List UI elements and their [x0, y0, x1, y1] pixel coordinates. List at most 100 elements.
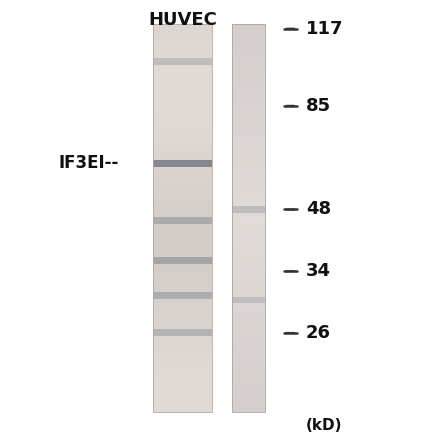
Bar — [153, 50, 212, 56]
Text: 34: 34 — [306, 262, 331, 280]
Bar — [153, 58, 212, 65]
Bar — [232, 206, 265, 212]
Bar — [153, 309, 212, 315]
Bar — [153, 270, 212, 277]
Bar — [232, 231, 265, 238]
Bar — [153, 121, 212, 128]
Bar — [232, 297, 265, 303]
Bar — [153, 147, 212, 153]
Bar — [232, 160, 265, 167]
Bar — [153, 348, 212, 354]
Bar — [153, 173, 212, 179]
Bar — [153, 380, 212, 386]
Bar — [153, 218, 212, 225]
Bar — [153, 141, 212, 147]
Bar — [153, 257, 212, 264]
Bar — [232, 328, 265, 335]
Bar — [232, 341, 265, 348]
Bar — [153, 217, 212, 224]
Bar — [153, 315, 212, 322]
Bar — [232, 82, 265, 89]
Bar — [232, 141, 265, 147]
Bar — [232, 128, 265, 134]
Bar — [153, 238, 212, 244]
Text: HUVEC: HUVEC — [148, 11, 217, 29]
Bar — [232, 44, 265, 50]
Bar — [232, 303, 265, 309]
Bar — [232, 348, 265, 354]
Text: 26: 26 — [306, 324, 331, 342]
Bar — [153, 108, 212, 115]
Bar — [232, 70, 265, 76]
Bar — [232, 102, 265, 108]
Bar — [232, 238, 265, 244]
Bar — [232, 31, 265, 37]
Bar — [232, 24, 265, 412]
Bar — [232, 283, 265, 289]
Bar — [232, 218, 265, 225]
Bar — [153, 24, 212, 31]
Bar — [232, 63, 265, 70]
Bar — [153, 289, 212, 296]
Bar — [232, 50, 265, 56]
Bar — [232, 167, 265, 173]
Text: IF3EI--: IF3EI-- — [59, 154, 119, 172]
Bar — [232, 89, 265, 95]
Bar — [153, 186, 212, 192]
Bar — [232, 244, 265, 250]
Bar — [232, 309, 265, 315]
Bar — [153, 199, 212, 206]
Bar — [232, 393, 265, 400]
Bar — [153, 95, 212, 102]
Bar — [232, 95, 265, 102]
Bar — [232, 212, 265, 218]
Bar — [153, 283, 212, 289]
Bar — [153, 231, 212, 238]
Bar — [232, 24, 265, 31]
Bar — [153, 244, 212, 250]
Bar — [153, 167, 212, 173]
Bar — [232, 192, 265, 199]
Bar — [232, 56, 265, 63]
Bar — [153, 153, 212, 160]
Bar — [232, 76, 265, 82]
Bar — [153, 44, 212, 50]
Bar — [232, 37, 265, 44]
Bar — [153, 225, 212, 231]
Bar — [153, 37, 212, 44]
Bar — [232, 315, 265, 322]
Bar — [232, 108, 265, 115]
Bar — [153, 89, 212, 95]
Bar — [153, 212, 212, 218]
Bar — [232, 264, 265, 270]
Bar — [153, 82, 212, 89]
Bar — [153, 192, 212, 199]
Text: (kD): (kD) — [306, 418, 342, 433]
Bar — [153, 128, 212, 134]
Bar — [153, 160, 212, 167]
Bar — [232, 277, 265, 283]
Bar — [232, 115, 265, 121]
Bar — [153, 393, 212, 400]
Bar — [153, 406, 212, 412]
Bar — [232, 400, 265, 406]
Bar — [153, 76, 212, 82]
Bar — [232, 173, 265, 179]
Bar — [232, 199, 265, 206]
Bar — [153, 56, 212, 63]
Bar — [232, 250, 265, 257]
Bar — [153, 335, 212, 341]
Bar — [153, 361, 212, 367]
Bar — [232, 296, 265, 303]
Bar — [232, 147, 265, 153]
Bar — [153, 31, 212, 37]
Bar — [232, 374, 265, 380]
Bar — [232, 179, 265, 186]
Bar — [153, 134, 212, 141]
Bar — [153, 264, 212, 270]
Bar — [232, 186, 265, 192]
Bar — [232, 354, 265, 361]
Bar — [153, 115, 212, 121]
Bar — [232, 322, 265, 328]
Bar — [153, 277, 212, 283]
